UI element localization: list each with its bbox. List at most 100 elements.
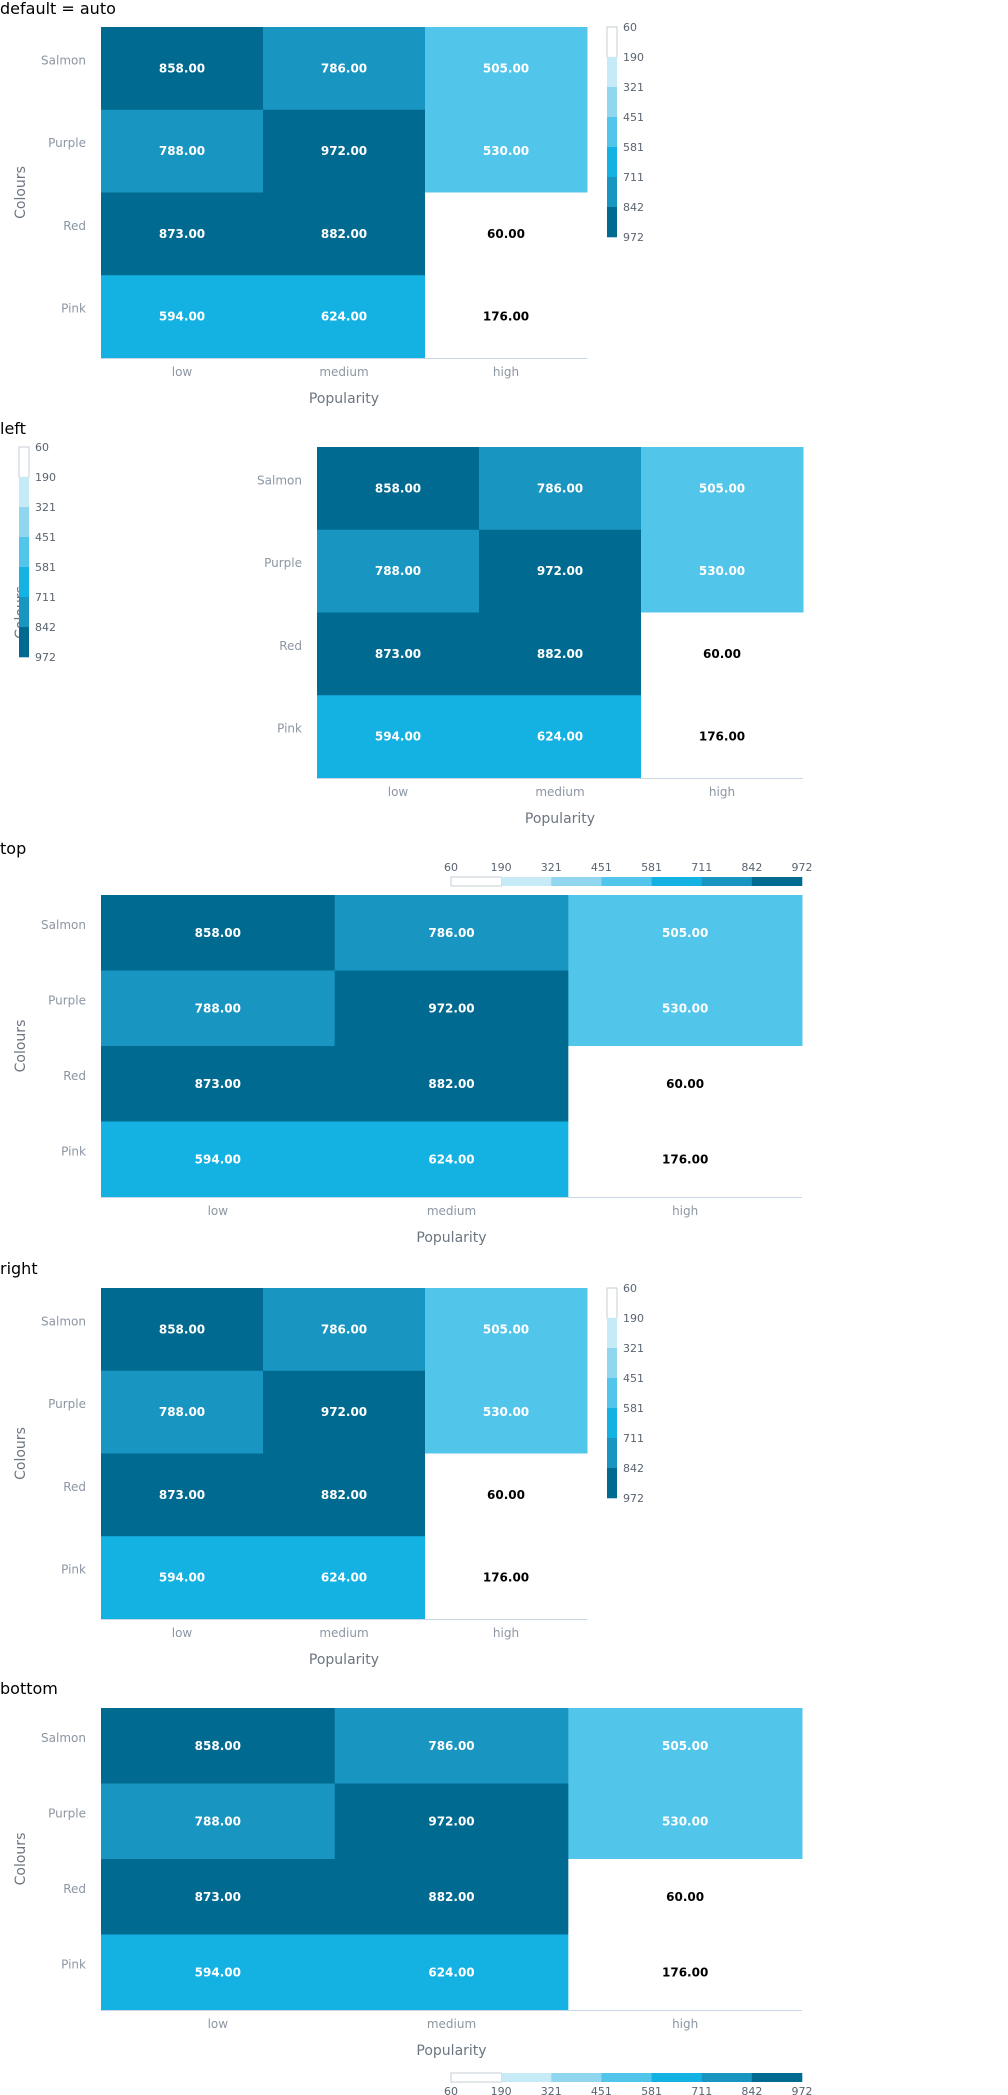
legend-swatch xyxy=(606,1287,618,1319)
cell-value-label: 530.00 xyxy=(662,1001,708,1015)
chart-title: top xyxy=(0,839,26,858)
y-tick-label: Pink xyxy=(61,1957,86,1971)
heatmap-cell xyxy=(568,970,803,1047)
heatmap-cell xyxy=(334,1934,569,2011)
y-tick-label: Purple xyxy=(48,136,86,150)
cell-value-label: 882.00 xyxy=(321,1488,367,1502)
cell-value-label: 788.00 xyxy=(375,564,421,578)
legend-tick-label: 972 xyxy=(792,861,813,874)
x-tick-label: medium xyxy=(427,2017,476,2031)
cell-value-label: 858.00 xyxy=(375,481,421,495)
legend-tick-label: 190 xyxy=(491,861,512,874)
cell-value-label: 873.00 xyxy=(195,1890,241,1904)
y-tick-label: Pink xyxy=(61,1144,86,1158)
cell-value-label: 530.00 xyxy=(483,1405,529,1419)
x-tick-label: low xyxy=(172,365,193,379)
x-tick-label: low xyxy=(388,785,409,799)
x-tick-label: medium xyxy=(535,785,584,799)
cell-value-label: 624.00 xyxy=(321,310,367,324)
heatmap-cell xyxy=(479,612,642,696)
heatmap-cell xyxy=(425,1370,588,1454)
cell-value-label: 788.00 xyxy=(159,144,205,158)
cell-value-label: 786.00 xyxy=(428,926,474,940)
heatmap-cell xyxy=(317,612,480,696)
heatmap-cell xyxy=(425,275,588,359)
heatmap-cell xyxy=(101,27,264,111)
legend-swatch xyxy=(601,877,652,886)
y-tick-label: Salmon xyxy=(41,53,86,67)
legend-tick-label: 581 xyxy=(35,561,56,574)
legend-tick-label: 321 xyxy=(623,81,644,94)
heatmap-cell xyxy=(263,1536,426,1620)
legend-swatch xyxy=(551,877,602,886)
cell-value-label: 594.00 xyxy=(375,730,421,744)
cell-value-label: 530.00 xyxy=(662,1814,708,1828)
x-axis-title: Popularity xyxy=(416,2043,486,2059)
y-axis-title: Colours xyxy=(13,166,29,219)
cell-value-label: 176.00 xyxy=(662,1965,708,1979)
y-tick-label: Red xyxy=(63,1069,86,1083)
legend-tick-label: 190 xyxy=(491,2085,512,2095)
cell-value-label: 786.00 xyxy=(321,1322,367,1336)
heatmap-cell xyxy=(263,1453,426,1537)
cell-value-label: 788.00 xyxy=(195,1814,241,1828)
color-legend: 60 190 321 451 581 711 842 972 xyxy=(18,441,56,664)
cell-value-label: 505.00 xyxy=(662,1739,708,1753)
heatmap-cell xyxy=(263,192,426,276)
heatmap-cell xyxy=(641,447,804,531)
x-axis-title: Popularity xyxy=(309,1652,379,1668)
y-tick-label: Pink xyxy=(277,722,302,736)
legend-tick-label: 842 xyxy=(623,201,644,214)
cell-value-label: 176.00 xyxy=(699,730,745,744)
cell-value-label: 176.00 xyxy=(483,1571,529,1585)
cell-value-label: 505.00 xyxy=(662,926,708,940)
legend-swatch xyxy=(651,877,703,886)
y-tick-label: Red xyxy=(63,1480,86,1494)
heatmap-cell xyxy=(101,109,264,193)
cell-value-label: 882.00 xyxy=(428,1890,474,1904)
heatmap-cell xyxy=(101,1934,336,2011)
y-tick-label: Salmon xyxy=(257,473,302,487)
legend-tick-label: 321 xyxy=(541,861,562,874)
y-tick-label: Salmon xyxy=(41,1314,86,1328)
cell-value-label: 60.00 xyxy=(666,1077,704,1091)
legend-tick-label: 842 xyxy=(623,1462,644,1475)
legend-swatch xyxy=(501,877,552,886)
legend-tick-label: 451 xyxy=(591,861,612,874)
legend-swatch xyxy=(607,1348,617,1379)
heatmap-panel-2: top 858.00 786.00 505.00 788.00 972.00 530.00 8… xyxy=(0,839,813,1246)
legend-tick-label: 972 xyxy=(35,651,56,664)
heatmap-cell xyxy=(568,1121,803,1198)
y-axis-title: Colours xyxy=(13,1833,29,1886)
x-tick-label: medium xyxy=(319,1626,368,1640)
legend-tick-label: 711 xyxy=(623,171,644,184)
cell-value-label: 60.00 xyxy=(666,1890,704,1904)
cell-value-label: 505.00 xyxy=(699,481,745,495)
heatmap-cell xyxy=(101,275,264,359)
cell-value-label: 788.00 xyxy=(195,1001,241,1015)
cell-value-label: 60.00 xyxy=(487,1488,525,1502)
heatmap-cell xyxy=(641,612,804,696)
x-axis-title: Popularity xyxy=(309,391,379,407)
legend-swatch xyxy=(19,477,29,508)
cell-value-label: 858.00 xyxy=(195,1739,241,1753)
heatmap-cell xyxy=(568,1783,803,1860)
legend-swatch xyxy=(607,1438,617,1469)
legend-tick-label: 451 xyxy=(623,111,644,124)
x-tick-label: high xyxy=(493,1626,519,1640)
legend-swatch xyxy=(607,207,617,238)
cell-value-label: 858.00 xyxy=(195,926,241,940)
heatmap-cell xyxy=(101,1536,264,1620)
x-tick-label: low xyxy=(208,1204,229,1218)
y-tick-label: Pink xyxy=(61,1563,86,1577)
chart-title: right xyxy=(0,1259,38,1278)
chart-title: default = auto xyxy=(0,0,116,18)
x-tick-label: high xyxy=(493,365,519,379)
heatmap-cell xyxy=(101,1708,336,1784)
legend-swatch xyxy=(607,1468,617,1499)
x-axis-title: Popularity xyxy=(525,811,595,827)
heatmap-cell xyxy=(425,27,588,111)
y-tick-label: Pink xyxy=(61,302,86,316)
cell-value-label: 882.00 xyxy=(537,647,583,661)
legend-tick-label: 321 xyxy=(541,2085,562,2095)
